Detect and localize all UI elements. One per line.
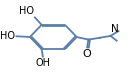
Text: OH: OH: [36, 58, 51, 68]
Text: HO: HO: [0, 30, 15, 41]
Text: O: O: [83, 49, 92, 59]
Text: N: N: [111, 24, 119, 34]
Text: HO: HO: [19, 6, 34, 16]
